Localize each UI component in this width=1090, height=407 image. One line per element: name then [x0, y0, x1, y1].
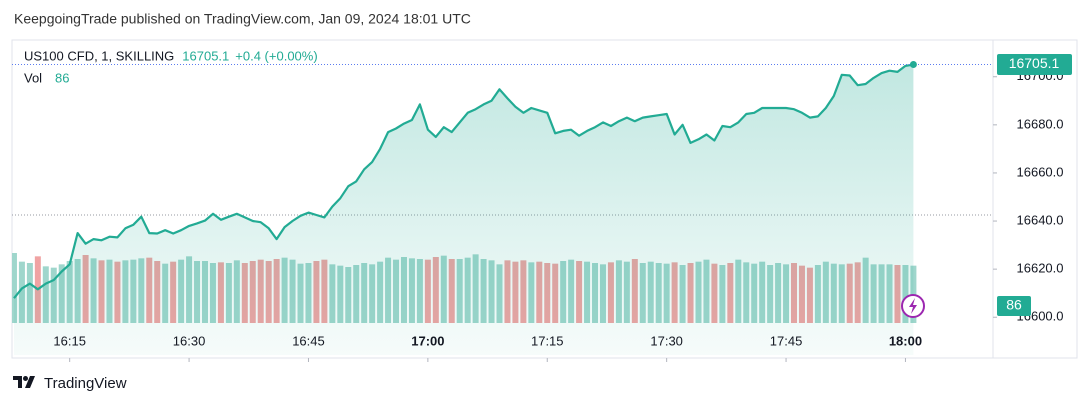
- footer-logo: [13, 376, 35, 388]
- legend-price: 16705.1: [182, 48, 229, 63]
- x-tick-label: 18:00: [889, 333, 922, 348]
- y-tick-label: 16640.0: [1017, 212, 1064, 227]
- last-point: [909, 60, 917, 68]
- x-tick-label: 16:45: [292, 333, 325, 348]
- footer-brand: TradingView: [44, 375, 127, 392]
- price-line: [13, 63, 914, 299]
- legend-volume-label: Vol: [24, 70, 42, 85]
- alert-icon[interactable]: [901, 294, 925, 318]
- x-tick-label: 17:45: [770, 333, 803, 348]
- x-tick-label: 17:30: [650, 333, 683, 348]
- y-tick-label: 16680.0: [1017, 116, 1064, 131]
- chart-frame: [11, 39, 1078, 359]
- volume-bar: [12, 253, 17, 323]
- y-tick-label: 16620.0: [1017, 261, 1064, 276]
- volume-tag-label: 86: [1006, 297, 1022, 313]
- price-tag: [997, 53, 1072, 75]
- legend-change: +0.4 (+0.00%): [235, 48, 317, 63]
- plot-area: [12, 63, 917, 355]
- legend-volume-value: 86: [55, 70, 69, 85]
- x-tick-label: 17:15: [531, 333, 564, 348]
- price-area: [14, 64, 914, 355]
- volume-tag: [997, 296, 1031, 316]
- y-tick-label: 16660.0: [1017, 164, 1064, 179]
- price-tag-label: 16705.1: [1009, 55, 1060, 71]
- x-tick-label: 16:15: [53, 333, 86, 348]
- axes: 16600.016620.016640.016660.016680.016700…: [53, 68, 1064, 362]
- header-title: KeepgoingTrade published on TradingView.…: [14, 11, 471, 27]
- x-tick-label: 16:30: [173, 333, 206, 348]
- x-tick-label: 17:00: [411, 333, 444, 348]
- legend-symbol: US100 CFD, 1, SKILLING: [24, 48, 174, 63]
